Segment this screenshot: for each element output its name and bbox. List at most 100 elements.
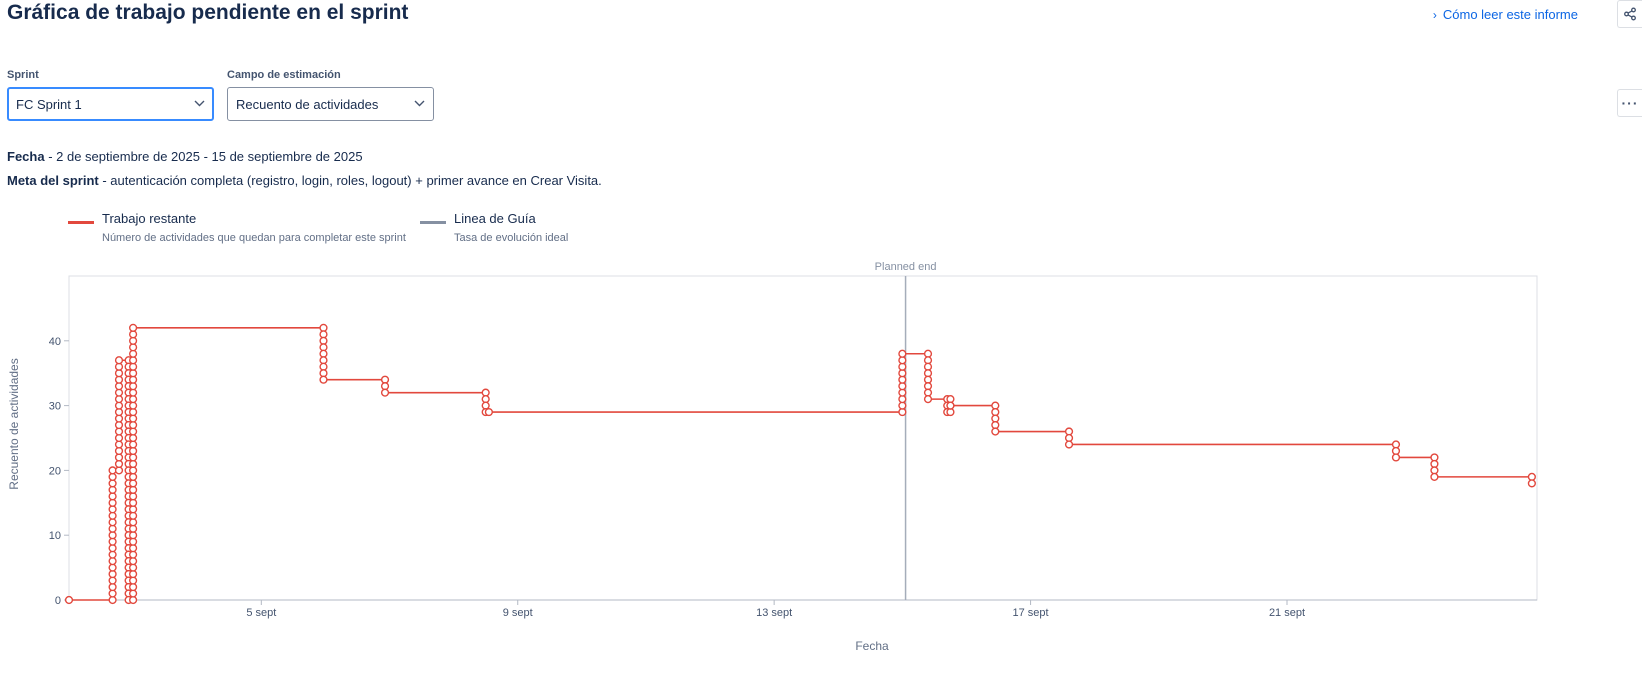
data-point [129, 582, 138, 592]
data-point [129, 479, 138, 488]
data-point [108, 589, 117, 598]
estimation-label: Campo de estimación [227, 69, 341, 81]
sprint-dates: Fecha - 2 de septiembre de 2025 - 15 de … [7, 149, 363, 164]
more-options-button[interactable]: ··· [1617, 89, 1642, 117]
planned-end-label: Planned end [875, 261, 937, 273]
how-to-read-link[interactable]: › Cómo leer este informe [1433, 7, 1578, 22]
data-point [108, 569, 117, 579]
data-point [1391, 453, 1401, 462]
data-point [129, 401, 138, 410]
data-point [319, 375, 328, 384]
data-point [991, 427, 1000, 436]
data-point [129, 511, 138, 520]
x-tick-label: 13 sept [756, 607, 792, 619]
data-point [108, 582, 117, 592]
estimation-select-value: Recuento de actividades [236, 96, 379, 112]
data-point [114, 440, 124, 449]
legend-item-guideline: Linea de Guía Tasa de evolución ideal [420, 210, 568, 246]
plot-frame [68, 275, 1538, 601]
goal-value: - autenticación completa (registro, logi… [98, 173, 602, 188]
date-value: - 2 de septiembre de 2025 - 15 de septie… [44, 149, 363, 164]
data-point [1064, 440, 1074, 449]
data-point [114, 401, 124, 410]
data-point [129, 537, 138, 546]
data-point [484, 407, 493, 417]
data-point [1430, 472, 1439, 481]
data-point [108, 511, 117, 520]
legend-subtitle-guideline: Tasa de evolución ideal [454, 232, 569, 244]
data-point [129, 382, 138, 391]
data-point [108, 498, 117, 507]
data-point [129, 459, 138, 469]
data-point [129, 595, 138, 605]
chart-legend: Trabajo restante Número de actividades q… [68, 210, 568, 246]
data-point [108, 563, 117, 572]
data-point [898, 401, 907, 410]
data-point [898, 382, 907, 391]
y-tick-label: 0 [55, 595, 61, 607]
chevron-down-icon [194, 98, 205, 110]
estimation-field: Campo de estimación Recuento de activida… [227, 69, 434, 121]
date-label: Fecha [7, 149, 45, 164]
data-point [1430, 466, 1439, 475]
x-tick-label: 9 sept [503, 607, 533, 619]
data-point [380, 375, 390, 384]
data-point [129, 544, 138, 553]
y-tick-label: 40 [49, 336, 61, 348]
chevron-down-icon [414, 98, 425, 110]
data-point [129, 420, 138, 430]
data-point [129, 498, 138, 507]
sprint-field: Sprint FC Sprint 1 [7, 69, 214, 121]
legend-swatch-guideline [420, 221, 446, 224]
data-point [108, 492, 117, 501]
data-point [108, 550, 117, 559]
sprint-label: Sprint [7, 69, 39, 81]
data-point [129, 531, 138, 540]
goal-label: Meta del sprint [7, 173, 99, 188]
y-tick-label: 20 [49, 465, 61, 477]
data-point [129, 576, 138, 585]
sprint-select[interactable]: FC Sprint 1 [7, 87, 214, 121]
sprint-select-value: FC Sprint 1 [16, 96, 82, 112]
x-tick-label: 5 sept [246, 607, 276, 619]
data-point [129, 524, 138, 533]
data-point [380, 388, 390, 397]
data-point [108, 537, 117, 546]
data-point [129, 589, 138, 598]
data-point [1527, 479, 1536, 488]
data-point [114, 420, 124, 430]
remaining-work-line [69, 327, 1533, 601]
data-point [129, 550, 138, 559]
data-point [114, 382, 124, 391]
more-options-icon: ··· [1621, 95, 1639, 111]
data-point [108, 544, 117, 553]
data-point [129, 563, 138, 572]
data-point [64, 595, 74, 605]
x-axis-label: Fecha [855, 639, 889, 653]
data-point [923, 375, 933, 384]
y-tick-label: 30 [49, 401, 61, 413]
share-button[interactable] [1617, 0, 1642, 28]
legend-subtitle-remaining: Número de actividades que quedan para co… [102, 232, 406, 244]
sprint-goal: Meta del sprint - autenticación completa… [7, 173, 602, 188]
legend-swatch-remaining [68, 221, 94, 224]
data-point [108, 479, 117, 488]
estimation-select[interactable]: Recuento de actividades [227, 87, 434, 121]
data-point [898, 349, 907, 358]
data-point [108, 531, 117, 540]
burndown-chart: 0 10 20 30 40 5 sept 9 sept 13 sept 17 sept 21 se… [7, 261, 1538, 653]
data-point [129, 323, 138, 332]
data-point [129, 472, 138, 481]
data-point [946, 401, 955, 410]
page-title: Gráfica de trabajo pendiente en el sprin… [7, 1, 409, 24]
y-tick-label: 10 [49, 530, 61, 542]
legend-title-guideline: Linea de Guía [454, 211, 536, 226]
data-point [108, 472, 117, 481]
data-point [129, 492, 138, 501]
data-point [108, 576, 117, 585]
legend-title-remaining: Trabajo restante [102, 211, 197, 226]
legend-item-remaining: Trabajo restante Número de actividades q… [68, 210, 420, 246]
data-point [114, 459, 124, 469]
data-point [108, 595, 117, 605]
x-tick-label: 17 sept [1013, 607, 1049, 619]
